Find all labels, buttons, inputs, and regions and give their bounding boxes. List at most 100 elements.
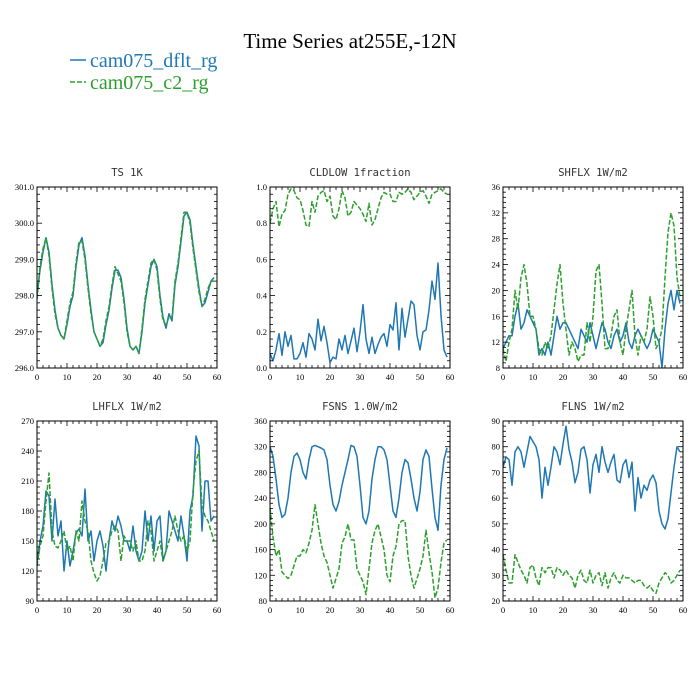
legend-entry-1: cam075_c2_rg [70, 72, 209, 94]
x-tick-label: 20 [559, 605, 568, 615]
panel-title: SHFLX 1W/m2 [558, 167, 628, 179]
x-tick-label: 10 [296, 372, 305, 382]
x-tick-label: 0 [268, 372, 272, 382]
y-tick-label: 120 [254, 570, 267, 580]
x-tick-label: 30 [356, 605, 365, 615]
panel-title: LHFLX 1W/m2 [92, 401, 162, 413]
x-tick-label: 50 [183, 605, 192, 615]
y-tick-label: 32 [492, 208, 501, 218]
x-tick-label: 10 [63, 372, 72, 382]
series-line-1 [270, 503, 448, 599]
y-tick-label: 298.0 [15, 291, 34, 301]
y-tick-label: 240 [21, 446, 34, 456]
series-line-0 [270, 444, 448, 532]
x-tick-label: 50 [416, 372, 425, 382]
y-tick-label: 20 [492, 285, 501, 295]
series-line-0 [503, 425, 681, 530]
panel-title: CLDLOW 1fraction [309, 167, 410, 179]
x-tick-label: 50 [649, 605, 658, 615]
x-tick-label: 40 [619, 372, 628, 382]
y-tick-label: 36 [492, 182, 501, 192]
y-tick-label: 28 [492, 234, 501, 244]
x-tick-label: 10 [296, 605, 305, 615]
x-tick-label: 30 [589, 605, 598, 615]
panel-title: TS 1K [111, 167, 143, 179]
y-tick-label: 80 [259, 596, 268, 606]
x-tick-label: 40 [153, 605, 162, 615]
series-line-1 [37, 450, 215, 582]
plot-frame [36, 186, 218, 369]
series-line-1 [270, 188, 448, 228]
y-tick-label: 30 [492, 570, 501, 580]
panel-title: FSNS 1.0W/m2 [322, 401, 398, 413]
x-tick-label: 60 [446, 605, 455, 615]
y-tick-label: 301.0 [15, 182, 34, 192]
panel-4: FSNS 1.0W/m2 0 10 20 30 40 50 60 80 120 160 200 240 2… [254, 401, 454, 615]
panel-grid: TS 1K 0 10 20 30 40 50 60 296.0 297.0 298.0 299.0 30… [15, 167, 687, 615]
x-tick-label: 20 [559, 372, 568, 382]
legend: cam075_dflt_rg cam075_c2_rg [70, 50, 217, 94]
x-tick-label: 0 [35, 605, 39, 615]
y-tick-label: 210 [21, 476, 34, 486]
panel-1: CLDLOW 1fraction 0 10 20 30 40 50 60 0.0 0.2 0.4 0.… [256, 167, 454, 382]
series-line-0 [270, 262, 448, 364]
y-tick-label: 150 [21, 536, 34, 546]
plot-frame [502, 420, 684, 602]
x-tick-label: 0 [501, 605, 505, 615]
y-tick-label: 320 [254, 442, 267, 452]
x-tick-label: 60 [213, 372, 222, 382]
y-tick-label: 240 [254, 493, 267, 503]
y-tick-label: 80 [492, 442, 501, 452]
legend-entry-0: cam075_dflt_rg [70, 50, 217, 72]
y-tick-label: 12 [492, 337, 501, 347]
y-tick-label: 299.0 [15, 254, 34, 264]
panel-0: TS 1K 0 10 20 30 40 50 60 296.0 297.0 298.0 299.0 30… [15, 167, 221, 382]
y-tick-label: 280 [254, 467, 267, 477]
y-tick-label: 160 [254, 545, 267, 555]
panel-3: LHFLX 1W/m2 0 10 20 30 40 50 60 90 120 150 180 210 24… [21, 401, 221, 615]
x-tick-label: 10 [63, 605, 72, 615]
legend-label-1: cam075_c2_rg [90, 72, 209, 94]
figure-title: Time Series at255E,-12N [243, 29, 456, 53]
x-tick-label: 40 [619, 605, 628, 615]
panel-title: FLNS 1W/m2 [561, 401, 624, 413]
x-tick-label: 30 [589, 372, 598, 382]
x-tick-label: 40 [386, 605, 395, 615]
x-tick-label: 60 [679, 372, 688, 382]
y-tick-label: 40 [492, 545, 501, 555]
y-tick-label: 360 [254, 416, 267, 426]
plot-frame [269, 186, 451, 369]
y-tick-label: 180 [21, 506, 34, 516]
x-tick-label: 60 [679, 605, 688, 615]
y-tick-label: 70 [492, 467, 501, 477]
y-tick-label: 1.0 [256, 182, 267, 192]
panel-5: FLNS 1W/m2 0 10 20 30 40 50 60 20 30 40 50 60 70 80 90 [492, 401, 688, 615]
panel-2: SHFLX 1W/m2 0 10 20 30 40 50 60 8 12 16 20 24 28 32 36 [492, 167, 688, 382]
y-tick-label: 24 [492, 260, 501, 270]
x-tick-label: 30 [123, 605, 132, 615]
series-line-1 [503, 212, 681, 363]
x-tick-label: 30 [123, 372, 132, 382]
y-tick-label: 0.0 [256, 363, 267, 373]
x-tick-label: 20 [326, 372, 335, 382]
y-tick-label: 0.2 [256, 327, 267, 337]
x-tick-label: 40 [153, 372, 162, 382]
x-tick-label: 20 [93, 372, 102, 382]
y-tick-label: 60 [492, 493, 501, 503]
series-line-1 [503, 553, 681, 595]
y-tick-label: 8 [496, 363, 500, 373]
x-tick-label: 60 [446, 372, 455, 382]
y-tick-label: 296.0 [15, 363, 34, 373]
y-tick-label: 90 [492, 416, 501, 426]
y-tick-label: 270 [21, 416, 34, 426]
y-tick-label: 200 [254, 519, 267, 529]
x-tick-label: 50 [416, 605, 425, 615]
y-tick-label: 300.0 [15, 218, 34, 228]
legend-label-0: cam075_dflt_rg [90, 50, 217, 72]
x-tick-label: 20 [93, 605, 102, 615]
y-tick-label: 120 [21, 566, 34, 576]
x-tick-label: 0 [35, 372, 39, 382]
y-tick-label: 0.4 [256, 291, 267, 301]
x-tick-label: 50 [183, 372, 192, 382]
